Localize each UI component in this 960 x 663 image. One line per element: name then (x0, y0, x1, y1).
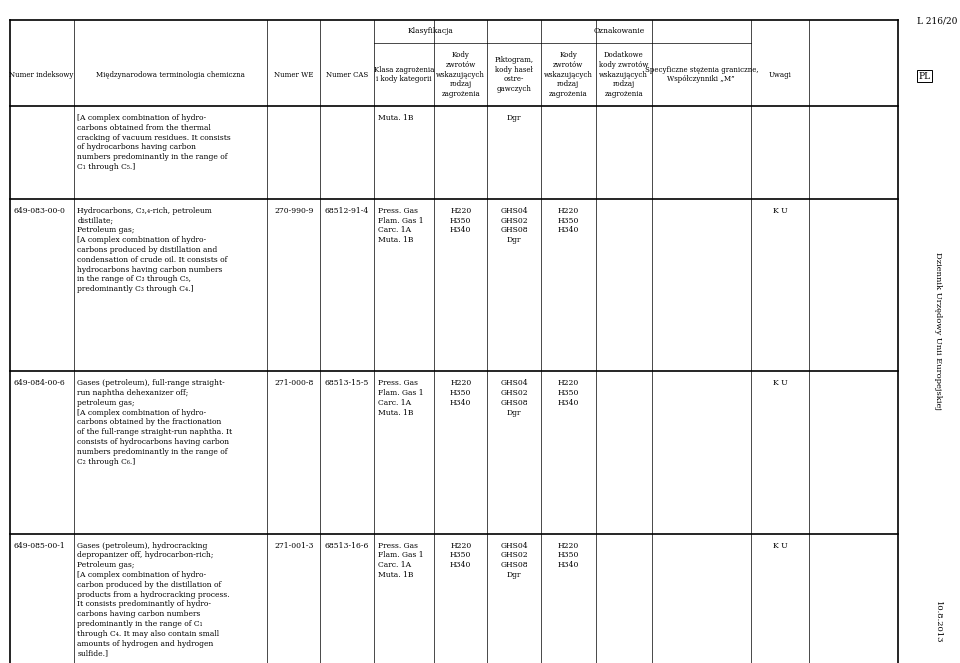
Text: [A complex combination of hydro-
carbons obtained from the thermal
cracking of v: [A complex combination of hydro- carbons… (78, 114, 231, 171)
Text: Uwagi: Uwagi (769, 70, 791, 79)
Text: H220
H350
H340: H220 H350 H340 (558, 379, 579, 407)
Text: Dodatkowe
kody zwrotów
wskazujących
rodzaj
zagrożenia: Dodatkowe kody zwrotów wskazujących rodz… (599, 51, 648, 98)
Text: Kody
zwrotów
wskazujących
rodzaj
zagrożenia: Kody zwrotów wskazujących rodzaj zagroże… (543, 51, 592, 98)
Text: Numer indeksowy: Numer indeksowy (10, 70, 74, 79)
Text: H220
H350
H340: H220 H350 H340 (558, 207, 579, 235)
Text: Oznakowanie: Oznakowanie (593, 27, 645, 36)
Text: GHS04
GHS02
GHS08
Dgr: GHS04 GHS02 GHS08 Dgr (500, 379, 528, 416)
Text: 649-085-00-1: 649-085-00-1 (13, 542, 65, 550)
Text: Piktogram,
kody haseł
ostre-
gawczych: Piktogram, kody haseł ostre- gawczych (494, 56, 534, 93)
Text: GHS04
GHS02
GHS08
Dgr: GHS04 GHS02 GHS08 Dgr (500, 542, 528, 579)
Text: GHS04
GHS02
GHS08
Dgr: GHS04 GHS02 GHS08 Dgr (500, 207, 528, 244)
Text: Press. Gas
Flam. Gas 1
Carc. 1A
Muta. 1B: Press. Gas Flam. Gas 1 Carc. 1A Muta. 1B (377, 207, 423, 244)
Text: Gases (petroleum), hydrocracking
depropanizer off, hydrocarbon-rich;
Petroleum g: Gases (petroleum), hydrocracking depropa… (78, 542, 230, 658)
Text: 271-001-3: 271-001-3 (274, 542, 314, 550)
Text: Kody
zwrotów
wskazujących
rodzaj
zagrożenia: Kody zwrotów wskazujących rodzaj zagroże… (436, 51, 485, 98)
Text: Dgr: Dgr (507, 114, 521, 122)
Text: Międzynarodowa terminologia chemiczna: Międzynarodowa terminologia chemiczna (96, 70, 245, 79)
Text: 649-083-00-0: 649-083-00-0 (13, 207, 65, 215)
Text: 68513-15-5: 68513-15-5 (324, 379, 370, 387)
Text: 649-084-00-6: 649-084-00-6 (13, 379, 65, 387)
Text: H220
H350
H340: H220 H350 H340 (450, 207, 471, 235)
Text: Hydrocarbons, C₃,₄-rich, petroleum
distillate;
Petroleum gas;
[A complex combina: Hydrocarbons, C₃,₄-rich, petroleum disti… (78, 207, 228, 293)
Text: 10.8.2013: 10.8.2013 (934, 601, 942, 643)
Text: H220
H350
H340: H220 H350 H340 (450, 542, 471, 570)
Text: Specyficzne stężenia graniczne,
Współczynniki „M”: Specyficzne stężenia graniczne, Współczy… (644, 66, 758, 84)
Text: Dziennik Urzędowy Unii Europejskiej: Dziennik Urzędowy Unii Europejskiej (934, 253, 942, 410)
Text: 68513-16-6: 68513-16-6 (324, 542, 370, 550)
Text: L 216/20: L 216/20 (917, 17, 957, 26)
Text: K U: K U (773, 542, 787, 550)
Text: Numer WE: Numer WE (274, 70, 314, 79)
Text: Numer CAS: Numer CAS (325, 70, 369, 79)
Text: Muta. 1B: Muta. 1B (377, 114, 413, 122)
Text: K U: K U (773, 207, 787, 215)
Text: Klasa zagrożenia
i kody kategorii: Klasa zagrożenia i kody kategorii (373, 66, 434, 84)
Text: 270-990-9: 270-990-9 (274, 207, 314, 215)
Text: H220
H350
H340: H220 H350 H340 (450, 379, 471, 407)
Text: Klasyfikacja: Klasyfikacja (408, 27, 453, 36)
Text: Press. Gas
Flam. Gas 1
Carc. 1A
Muta. 1B: Press. Gas Flam. Gas 1 Carc. 1A Muta. 1B (377, 542, 423, 579)
Text: H220
H350
H340: H220 H350 H340 (558, 542, 579, 570)
Text: Press. Gas
Flam. Gas 1
Carc. 1A
Muta. 1B: Press. Gas Flam. Gas 1 Carc. 1A Muta. 1B (377, 379, 423, 416)
Text: 271-000-8: 271-000-8 (274, 379, 314, 387)
Text: Gases (petroleum), full-range straight-
run naphtha dehexanizer off;
petroleum g: Gases (petroleum), full-range straight- … (78, 379, 232, 465)
Text: K U: K U (773, 379, 787, 387)
Text: 68512-91-4: 68512-91-4 (324, 207, 370, 215)
Text: PL: PL (919, 72, 930, 81)
